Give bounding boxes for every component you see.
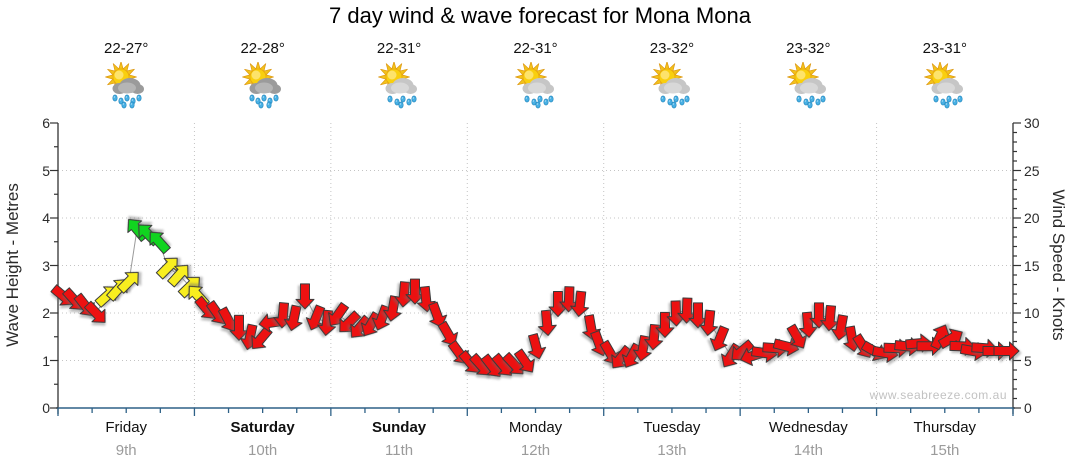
wind-arrow	[611, 344, 633, 369]
right-axis-tick-label: 20	[1024, 210, 1040, 226]
day-name: Tuesday	[643, 419, 701, 436]
day-weather-icon	[921, 61, 969, 110]
sun-rain-icon	[923, 61, 963, 109]
wind-arrow	[339, 310, 362, 333]
day-date: 15th	[930, 442, 960, 459]
wind-arrow	[621, 342, 643, 368]
wind-arrow	[688, 302, 708, 329]
right-axis-tick-label: 10	[1024, 305, 1040, 321]
right-axis-tick-label: 30	[1024, 115, 1040, 131]
wind-arrow	[513, 348, 535, 373]
wind-arrow	[283, 304, 303, 332]
day-date: 12th	[520, 442, 551, 459]
wind-arrow	[709, 325, 730, 352]
sun-rain-icon	[787, 61, 827, 109]
wind-arrow	[251, 326, 273, 350]
right-axis-tick-label: 15	[1024, 257, 1040, 274]
day-temperature: 23-32°	[649, 40, 695, 57]
wind-arrow	[360, 311, 382, 337]
day-temperature: 23-31°	[922, 40, 967, 57]
day-temperature: 22-28°	[240, 40, 285, 57]
left-axis-tick-label: 2	[42, 305, 50, 321]
sun-rain-icon	[105, 61, 145, 109]
wind-arrow	[167, 264, 189, 288]
wind-arrow	[116, 271, 139, 294]
day-weather-icon	[375, 61, 423, 110]
right-axis-tick-label: 0	[1024, 400, 1032, 416]
wind-arrow	[437, 320, 459, 346]
left-axis-tick-label: 4	[42, 210, 50, 226]
watermark: www.seabreeze.com.au	[869, 388, 1007, 402]
left-axis-tick-label: 1	[42, 352, 50, 369]
day-name: Wednesday	[768, 419, 848, 436]
wind-arrow	[930, 324, 951, 351]
day-weather-icon	[512, 61, 560, 110]
day-date: 13th	[657, 442, 687, 459]
sun-rain-icon	[514, 61, 554, 109]
day-temperature: 22-31°	[376, 40, 422, 57]
day-temperature: 22-27°	[104, 40, 149, 57]
right-axis-tick-label: 5	[1024, 352, 1032, 369]
wind-arrow	[83, 300, 106, 323]
sun-rain-icon	[378, 61, 418, 109]
day-weather-icon	[239, 61, 287, 110]
wind-arrow	[405, 278, 425, 305]
day-weather-icon	[784, 61, 832, 110]
wind-arrow	[537, 309, 557, 336]
wind-arrow	[937, 328, 963, 349]
left-axis-tick-label: 6	[42, 115, 50, 131]
wind-arrow	[772, 337, 800, 357]
day-weather-icon	[648, 61, 696, 110]
wind-arrow	[570, 290, 590, 317]
wind-arrow	[677, 297, 697, 324]
page-title: 7 day wind & wave forecast for Mona Mona	[329, 3, 751, 28]
wind-arrow	[786, 323, 808, 349]
day-name: Saturday	[230, 419, 295, 436]
sun-rain-icon	[651, 61, 690, 109]
day-date: 14th	[793, 442, 823, 459]
wind-arrow	[305, 304, 326, 331]
wind-arrow	[155, 257, 178, 280]
wind-arrow	[820, 304, 840, 332]
day-temperature: 23-32°	[786, 40, 831, 57]
sun-rain-icon	[241, 61, 281, 109]
wind-arrow	[527, 333, 547, 360]
day-date: 11th	[385, 442, 414, 459]
left-axis-tick-label: 0	[42, 400, 50, 416]
day-name: Monday	[508, 419, 563, 436]
wind-arrow	[149, 231, 171, 255]
day-date: 10th	[248, 442, 278, 459]
wind-arrow	[993, 341, 1020, 361]
left-axis-tick-label: 5	[42, 162, 50, 179]
wind-arrow	[831, 314, 850, 341]
day-name: Sunday	[371, 419, 427, 436]
right-axis-tick-label: 25	[1024, 162, 1040, 179]
wind-arrow	[350, 314, 372, 338]
wind-arrow	[699, 309, 719, 336]
day-date: 9th	[115, 442, 137, 459]
day-weather-icon	[102, 61, 150, 110]
wind-arrow	[548, 291, 568, 317]
day-name: Thursday	[913, 419, 977, 436]
day-temperature: 22-31°	[513, 40, 558, 57]
wind-arrow	[559, 286, 579, 313]
wind-arrow	[229, 314, 249, 341]
wind-arrow	[383, 295, 402, 322]
wind-arrow	[798, 311, 818, 338]
wind-arrow	[295, 283, 315, 310]
day-name: Friday	[105, 419, 148, 436]
wind-arrow	[428, 301, 448, 328]
left-axis-tick-label: 3	[42, 257, 50, 274]
